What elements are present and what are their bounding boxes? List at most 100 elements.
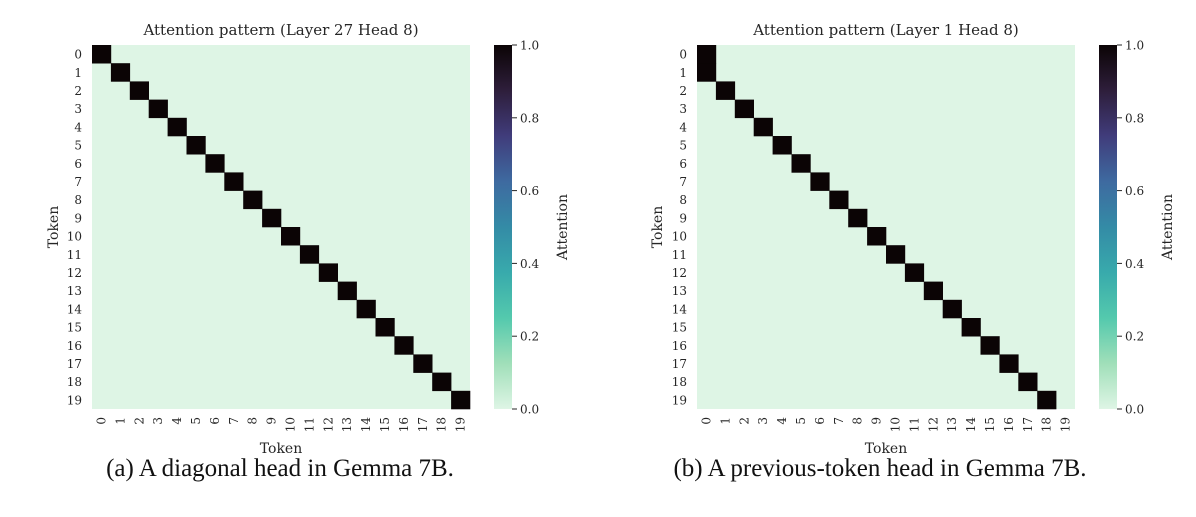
heatmap-cell bbox=[791, 154, 811, 173]
x-tick-label: 14 bbox=[359, 417, 373, 433]
x-tick-label: 15 bbox=[983, 417, 997, 432]
heatmap-cell bbox=[772, 136, 792, 155]
heatmap-cell bbox=[375, 318, 395, 337]
x-tick-label: 11 bbox=[907, 417, 921, 432]
heatmap-cell bbox=[129, 81, 149, 100]
colorbar-tick-label: 0.6 bbox=[520, 184, 539, 198]
y-tick-label: 5 bbox=[679, 139, 687, 153]
heatmap-cell bbox=[904, 263, 925, 282]
x-tick-label: 8 bbox=[246, 417, 260, 425]
heatmap-cell bbox=[829, 190, 849, 210]
x-tick-label: 5 bbox=[794, 417, 808, 425]
chart-title-a: Attention pattern (Layer 27 Head 8) bbox=[142, 21, 418, 39]
y-tick-label: 12 bbox=[672, 266, 687, 280]
x-tick-label: 16 bbox=[1002, 417, 1016, 432]
y-tick-label: 18 bbox=[67, 375, 82, 389]
y-tick-label: 8 bbox=[679, 193, 687, 207]
heatmap-cell bbox=[1037, 390, 1057, 410]
colorbar-label-b: Attention bbox=[1160, 194, 1176, 261]
heatmap-cell bbox=[942, 299, 962, 319]
heatmap-cell bbox=[1018, 372, 1038, 392]
colorbar-tick-label: 0.0 bbox=[520, 403, 539, 417]
heatmap-cell bbox=[356, 299, 376, 319]
heatmap-cell bbox=[337, 281, 357, 301]
heatmap-cell bbox=[923, 281, 943, 301]
x-tick-label: 0 bbox=[699, 417, 713, 425]
y-tick-label: 19 bbox=[67, 393, 82, 407]
colorbar-tick-label: 1.0 bbox=[520, 39, 539, 53]
y-tick-label: 6 bbox=[679, 157, 687, 171]
x-tick-label: 17 bbox=[1021, 417, 1035, 432]
heatmap-cell bbox=[281, 227, 301, 246]
heatmap-cell bbox=[734, 99, 754, 119]
y-tick-label: 16 bbox=[67, 339, 82, 353]
x-axis-label-b: Token bbox=[865, 441, 907, 457]
x-tick-label: 8 bbox=[851, 417, 865, 425]
y-tick-label: 11 bbox=[672, 248, 687, 262]
y-tick-label: 1 bbox=[679, 66, 687, 80]
colorbar-a bbox=[494, 45, 512, 409]
y-tick-label: 4 bbox=[74, 120, 82, 134]
y-tick-label: 3 bbox=[74, 102, 82, 116]
x-tick-label: 12 bbox=[321, 417, 335, 432]
x-tick-label: 16 bbox=[397, 417, 411, 432]
heatmap-cell bbox=[243, 190, 263, 210]
y-tick-label: 7 bbox=[74, 175, 82, 189]
y-tick-label: 9 bbox=[74, 211, 82, 225]
y-tick-label: 13 bbox=[672, 284, 687, 298]
heatmap-cell bbox=[697, 45, 717, 64]
x-tick-label: 7 bbox=[227, 417, 241, 425]
x-tick-label: 1 bbox=[718, 417, 732, 425]
x-tick-label: 3 bbox=[151, 417, 165, 425]
y-tick-label: 2 bbox=[679, 84, 687, 98]
colorbar-tick-label: 0.2 bbox=[1125, 330, 1144, 344]
heatmap-cell bbox=[697, 63, 717, 82]
y-tick-label: 13 bbox=[67, 284, 82, 298]
heatmap-cell bbox=[810, 172, 830, 191]
colorbar-tick-label: 1.0 bbox=[1125, 39, 1144, 53]
heatmap-cell bbox=[262, 208, 282, 228]
y-tick-label: 1 bbox=[74, 66, 82, 80]
heatmap-cell bbox=[167, 117, 187, 137]
x-tick-label: 12 bbox=[926, 417, 940, 432]
y-tick-label: 12 bbox=[67, 266, 82, 280]
y-tick-label: 10 bbox=[67, 230, 82, 244]
colorbar-label-a: Attention bbox=[555, 194, 571, 261]
colorbar-tick-label: 0.8 bbox=[520, 111, 539, 125]
heatmap-cell bbox=[886, 245, 906, 264]
heatmap-cell bbox=[394, 336, 414, 355]
heatmap-cell bbox=[186, 136, 206, 155]
x-tick-label: 17 bbox=[416, 417, 430, 432]
x-tick-label: 1 bbox=[113, 417, 127, 425]
heatmap-cell bbox=[299, 245, 320, 264]
colorbar-tick-label: 0.4 bbox=[520, 257, 539, 271]
y-tick-label: 17 bbox=[672, 357, 687, 371]
y-tick-label: 10 bbox=[672, 230, 687, 244]
x-tick-label: 19 bbox=[454, 417, 468, 432]
y-tick-label: 15 bbox=[672, 321, 687, 335]
x-tick-label: 6 bbox=[813, 417, 827, 425]
x-tick-label: 6 bbox=[208, 417, 222, 425]
x-tick-label: 5 bbox=[189, 417, 203, 425]
heatmap-cell bbox=[318, 263, 338, 282]
colorbar-tick-label: 0.0 bbox=[1125, 403, 1144, 417]
heatmap-panel-b: Attention pattern (Layer 1 Head 8)012345… bbox=[650, 21, 1176, 457]
x-tick-label: 13 bbox=[945, 417, 959, 432]
heatmap-cell bbox=[205, 154, 225, 173]
heatmap-cell bbox=[980, 336, 1000, 355]
y-tick-label: 3 bbox=[679, 102, 687, 116]
y-tick-label: 16 bbox=[672, 339, 687, 353]
y-tick-label: 5 bbox=[74, 139, 82, 153]
heatmap-cell bbox=[961, 318, 981, 337]
heatmap-cell bbox=[148, 99, 168, 119]
y-tick-label: 9 bbox=[679, 211, 687, 225]
x-tick-label: 2 bbox=[132, 417, 146, 425]
heatmap-cell bbox=[110, 63, 131, 82]
y-tick-label: 15 bbox=[67, 321, 82, 335]
x-tick-label: 15 bbox=[378, 417, 392, 432]
x-tick-label: 11 bbox=[302, 417, 316, 432]
y-axis-label-b: Token bbox=[650, 206, 666, 248]
y-tick-label: 14 bbox=[67, 302, 83, 316]
x-tick-label: 9 bbox=[870, 417, 884, 425]
heatmap-cell bbox=[451, 390, 471, 410]
